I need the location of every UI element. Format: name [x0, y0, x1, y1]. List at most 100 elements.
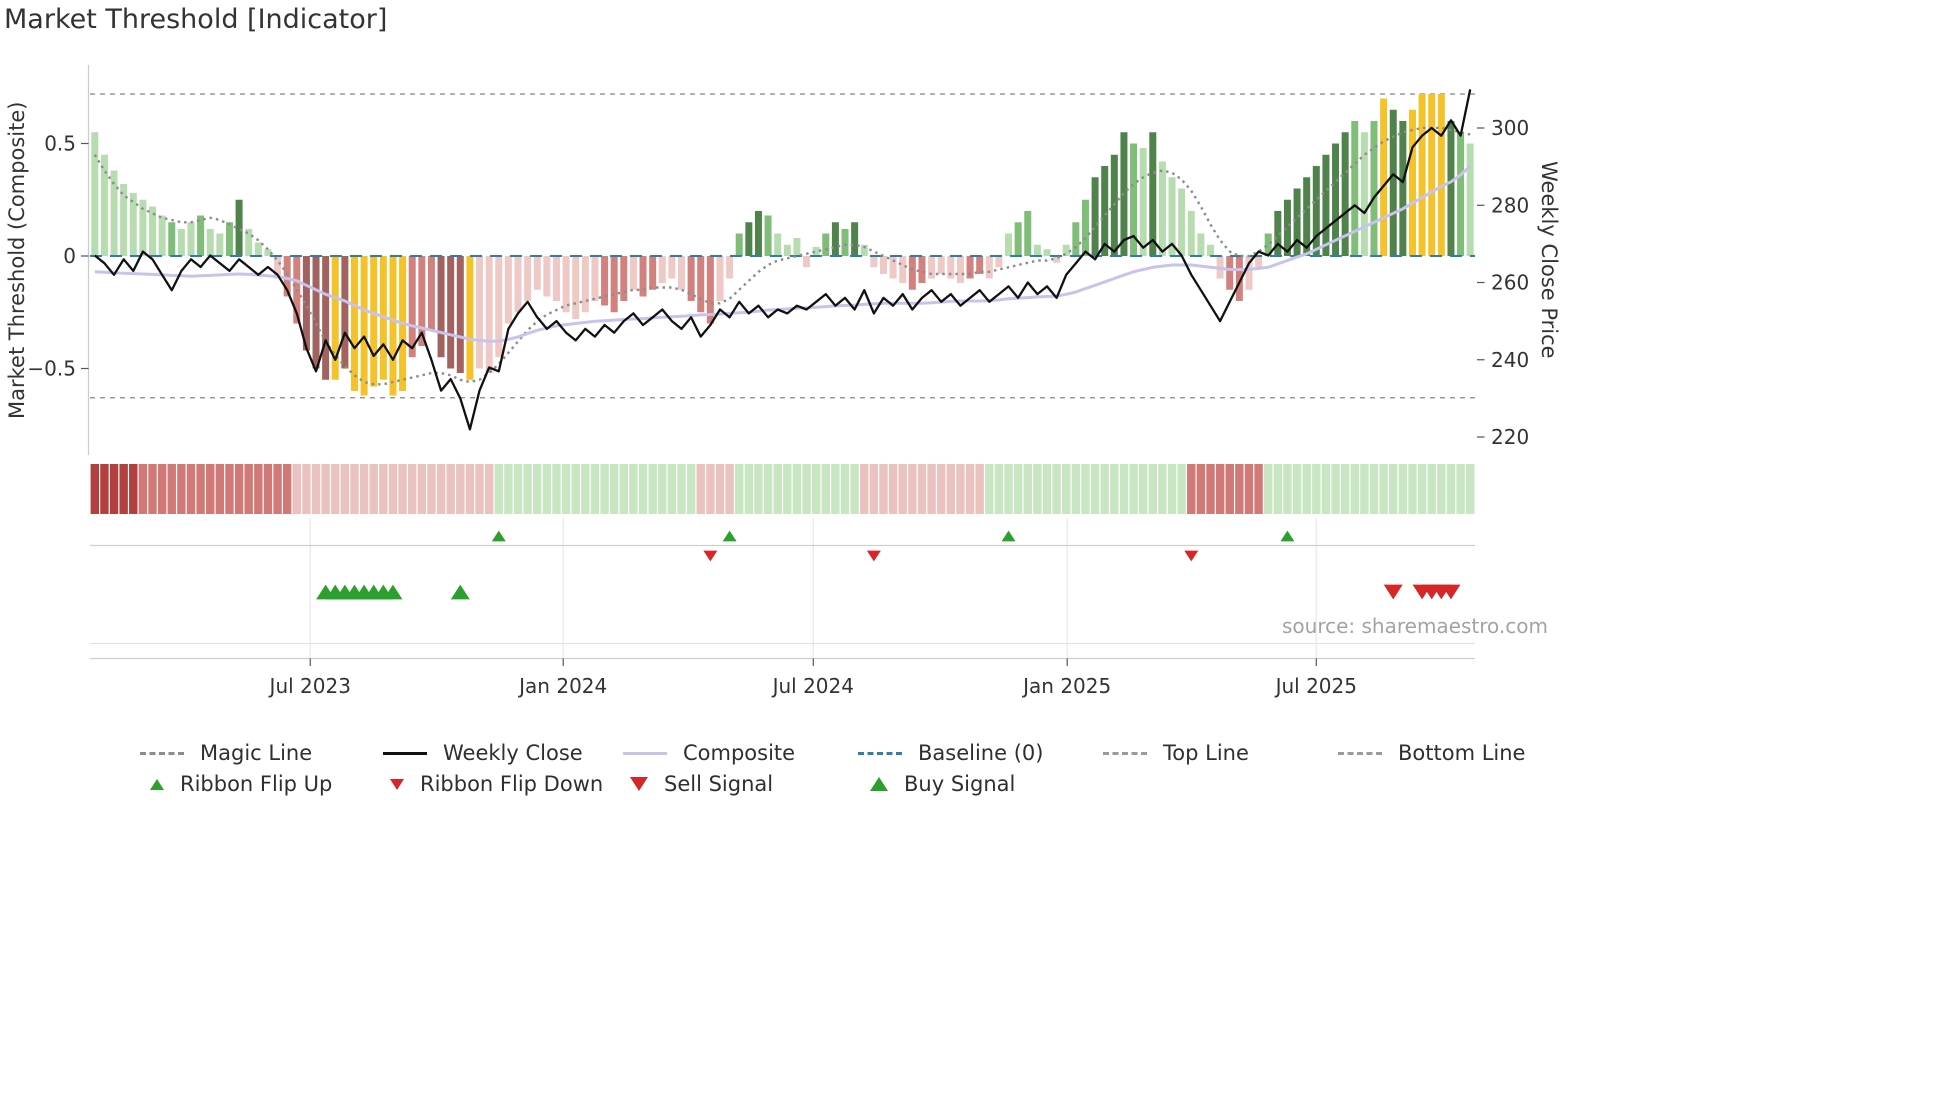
- heatmap-cell: [725, 464, 734, 514]
- threshold-bar: [120, 184, 128, 256]
- ribbon-flip-up-marker: [1001, 530, 1016, 542]
- heatmap-cell: [1437, 464, 1446, 514]
- heatmap-cell: [1360, 464, 1369, 514]
- heatmap-cell: [1110, 464, 1119, 514]
- heatmap-cell: [1446, 464, 1456, 514]
- threshold-bar: [745, 222, 753, 256]
- heatmap-cell: [600, 464, 609, 514]
- legend-label-ribbon-flip-up: Ribbon Flip Up: [180, 772, 333, 796]
- threshold-bar: [851, 222, 859, 256]
- threshold-bar: [168, 222, 176, 256]
- threshold-bar: [1178, 188, 1186, 256]
- legend-label-bottom-line: Bottom Line: [1398, 741, 1526, 765]
- heatmap-cell: [850, 464, 859, 514]
- heatmap-cell: [696, 464, 705, 514]
- threshold-bar: [1293, 188, 1301, 256]
- ribbon-flip-up-marker: [491, 530, 506, 542]
- threshold-bar: [620, 256, 628, 301]
- threshold-bar: [1024, 211, 1032, 256]
- threshold-bar: [591, 256, 599, 301]
- heatmap-cell: [1196, 464, 1206, 514]
- heatmap-cell: [1148, 464, 1158, 514]
- heatmap-cell: [946, 464, 956, 514]
- threshold-bar: [437, 256, 445, 358]
- threshold-bar: [678, 256, 686, 290]
- heatmap-cell: [773, 464, 782, 514]
- threshold-bar: [899, 256, 907, 283]
- heatmap-cell: [609, 464, 619, 514]
- heatmap-cell: [1177, 464, 1186, 514]
- chart-title: Market Threshold [Indicator]: [4, 4, 388, 35]
- heatmap-cell: [1369, 464, 1379, 514]
- heatmap-cell: [1302, 464, 1311, 514]
- heatmap-cell: [244, 464, 253, 514]
- heatmap-cell: [936, 464, 946, 514]
- threshold-bar: [822, 233, 830, 256]
- sell-signal-marker: [1383, 584, 1403, 600]
- threshold-bar: [360, 256, 368, 396]
- weekly-close-line-swatch: [383, 751, 427, 755]
- threshold-bar: [1168, 177, 1176, 256]
- threshold-bar: [206, 229, 214, 256]
- legend-label-magic-line: Magic Line: [200, 741, 313, 765]
- heatmap-cell: [1465, 464, 1475, 514]
- heatmap-cell: [254, 464, 263, 514]
- threshold-bar: [524, 256, 532, 301]
- legend-item-magic-line: Magic Line: [140, 740, 312, 766]
- threshold-bar: [966, 256, 974, 279]
- heatmap-cell: [148, 464, 157, 514]
- legend-label-ribbon-flip-down: Ribbon Flip Down: [420, 772, 604, 796]
- heatmap-cell: [1062, 464, 1071, 514]
- threshold-bar: [350, 256, 358, 391]
- heatmap-cell: [311, 464, 321, 514]
- bottom-line-line-swatch: [1338, 751, 1382, 755]
- heatmap-cell: [109, 464, 119, 514]
- heatmap-cell: [1427, 464, 1436, 514]
- threshold-bar: [302, 256, 310, 351]
- threshold-bar: [956, 256, 964, 283]
- threshold-bar: [1005, 233, 1013, 256]
- heatmap-cell: [292, 464, 301, 514]
- threshold-bar: [456, 256, 464, 373]
- heatmap-cell: [427, 464, 436, 514]
- threshold-bar: [928, 256, 936, 279]
- threshold-bar: [908, 256, 916, 290]
- heatmap-cell: [1312, 464, 1321, 514]
- legend-label-composite: Composite: [683, 741, 796, 765]
- left-tick-label: 0.5: [44, 132, 76, 156]
- ribbon-flip-down-marker: [703, 550, 718, 562]
- legend-label-buy-signal: Buy Signal: [904, 772, 1016, 796]
- heatmap-cell: [417, 464, 427, 514]
- right-tick-label: 260: [1491, 271, 1529, 295]
- threshold-bar: [264, 249, 272, 256]
- threshold-bar: [1370, 121, 1378, 256]
- threshold-bar: [149, 206, 157, 256]
- threshold-bar: [533, 256, 541, 290]
- heatmap-cell: [1408, 464, 1417, 514]
- heatmap-cell: [1119, 464, 1129, 514]
- heatmap-cell: [552, 464, 561, 514]
- heatmap-cell: [908, 464, 917, 514]
- sell-signal-triangle-down-icon: [630, 777, 648, 791]
- legend-item-sell-signal: Sell Signal: [630, 771, 773, 797]
- threshold-bar: [1053, 256, 1061, 263]
- heatmap-cell: [1321, 464, 1331, 514]
- heatmap-cell: [1042, 464, 1052, 514]
- threshold-bar: [418, 256, 426, 346]
- threshold-bar: [370, 256, 378, 387]
- heatmap-cell: [1013, 464, 1023, 514]
- heatmap-cell: [927, 464, 936, 514]
- threshold-bar: [1303, 177, 1311, 256]
- heatmap-cell: [157, 464, 167, 514]
- threshold-bar: [1457, 132, 1465, 256]
- heatmap-cell: [1340, 464, 1350, 514]
- heatmap-cell: [446, 464, 455, 514]
- threshold-bar: [793, 238, 801, 256]
- threshold-bar: [110, 170, 118, 256]
- composite-line: [94, 164, 1472, 343]
- right-tick-label: 280: [1491, 193, 1529, 217]
- threshold-bar: [831, 222, 839, 256]
- heatmap-cell: [1090, 464, 1100, 514]
- threshold-bar: [716, 256, 724, 301]
- heatmap-cell: [1235, 464, 1244, 514]
